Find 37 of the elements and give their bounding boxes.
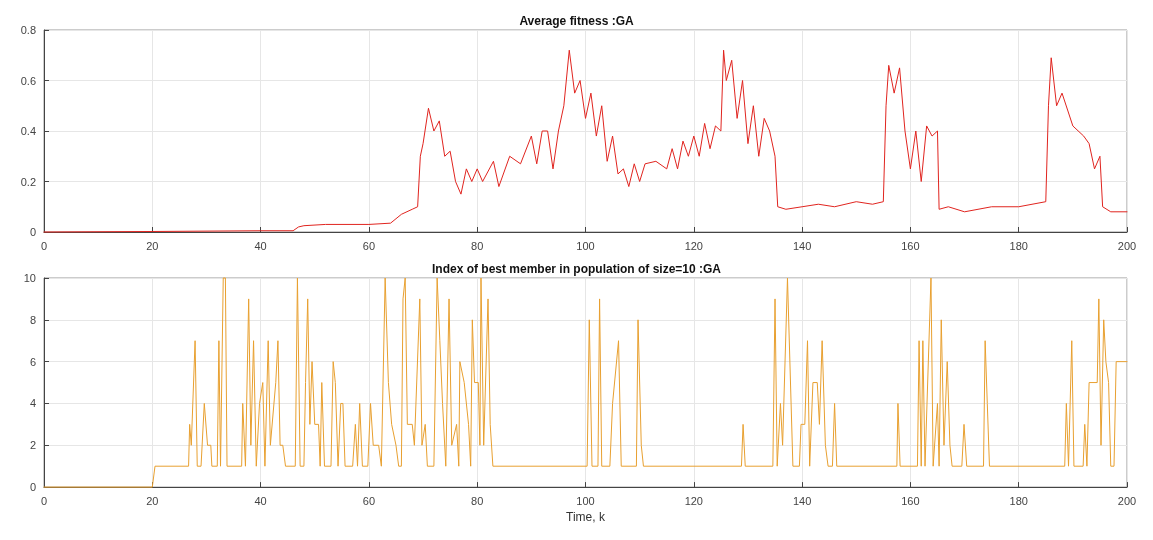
y-tick-label: 6 xyxy=(29,355,36,368)
y-tick-label: 2 xyxy=(29,439,36,452)
y-tick-label: 4 xyxy=(29,397,36,410)
x-tick-label: 200 xyxy=(1117,239,1137,252)
x-tick-label: 20 xyxy=(146,239,159,252)
x-tick-label: 160 xyxy=(901,494,920,507)
x-tick-label: 120 xyxy=(684,494,703,507)
x-tick-label: 0 xyxy=(40,494,48,507)
x-tick-label: 120 xyxy=(684,239,703,252)
x-tick-label: 140 xyxy=(792,239,812,252)
x-tick-label: 60 xyxy=(362,239,376,252)
y-tick-label: 10 xyxy=(23,272,36,284)
x-tick-label: 40 xyxy=(254,239,267,252)
y-tick-label: 0.8 xyxy=(20,24,36,36)
x-tick-label: 200 xyxy=(1117,494,1137,507)
x-tick-label: 80 xyxy=(471,239,484,252)
x-tick-label: 40 xyxy=(254,494,267,507)
y-tick-label: 8 xyxy=(29,313,36,326)
chart-title: Average fitness :GA xyxy=(519,14,634,28)
x-tick-label: 20 xyxy=(146,494,159,507)
x-tick-label: 140 xyxy=(792,494,812,507)
x-tick-label: 80 xyxy=(471,494,484,507)
x-tick-label: 60 xyxy=(362,494,376,507)
x-tick-label: 160 xyxy=(901,239,920,252)
line-series xyxy=(43,277,1128,488)
x-tick-label: 180 xyxy=(1009,239,1028,252)
x-tick-label: 100 xyxy=(576,239,595,252)
x-tick-label: 0 xyxy=(40,239,48,252)
y-tick-label: 0.6 xyxy=(20,74,36,87)
y-tick-label: 0.2 xyxy=(20,175,36,188)
x-axis-title: Time, k xyxy=(566,510,606,524)
y-tick-label: 0 xyxy=(29,226,36,238)
chart-title: Index of best member in population of size=10 :GA xyxy=(431,262,722,276)
y-tick-label: 0.4 xyxy=(20,125,36,137)
y-tick-label: 0 xyxy=(29,481,36,494)
x-tick-label: 180 xyxy=(1009,494,1028,507)
x-tick-label: 100 xyxy=(576,494,595,507)
